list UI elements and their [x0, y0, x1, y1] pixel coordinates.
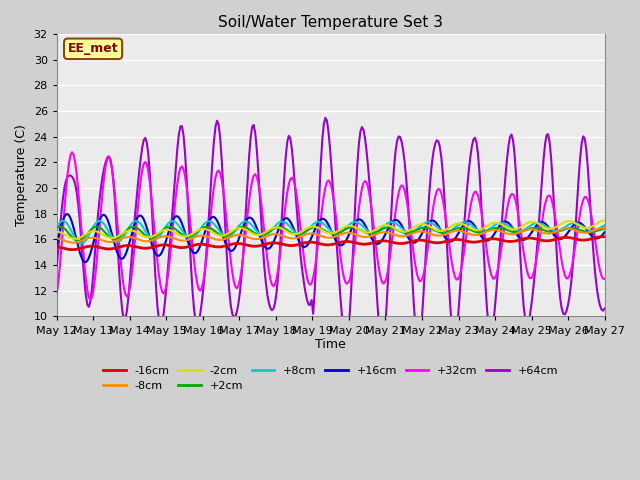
Text: EE_met: EE_met [68, 42, 118, 55]
X-axis label: Time: Time [316, 338, 346, 351]
Legend: -16cm, -8cm, -2cm, +2cm, +8cm, +16cm, +32cm, +64cm: -16cm, -8cm, -2cm, +2cm, +8cm, +16cm, +3… [99, 361, 563, 396]
Y-axis label: Temperature (C): Temperature (C) [15, 124, 28, 226]
Title: Soil/Water Temperature Set 3: Soil/Water Temperature Set 3 [218, 15, 443, 30]
